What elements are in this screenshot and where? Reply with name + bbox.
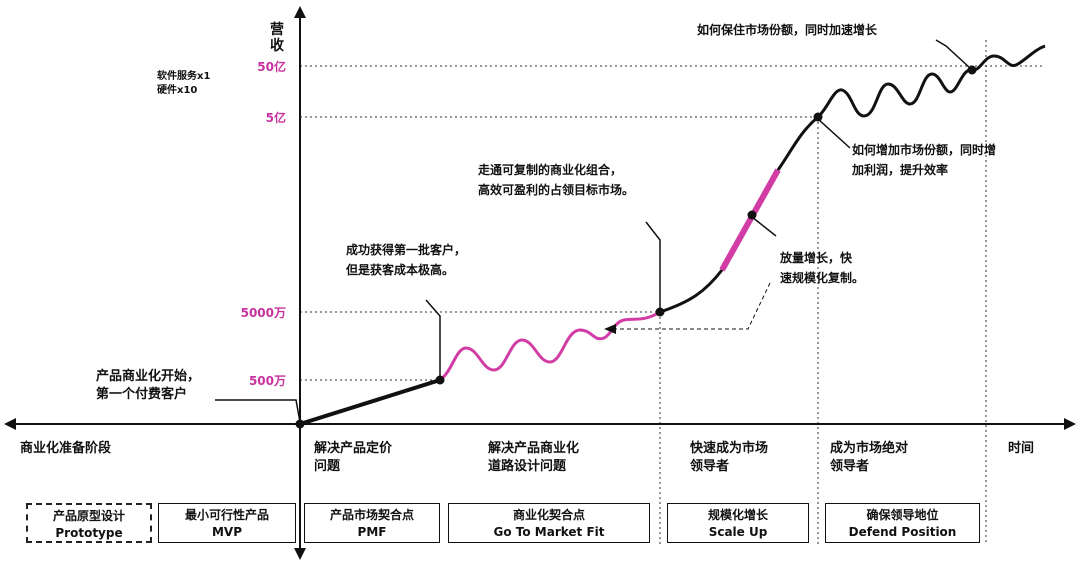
stage-pricing-line-1: 解决产品定价 <box>314 441 393 456</box>
curve-dots <box>295 65 977 429</box>
annotation-scale: 放量增长，快 速规模化复制。 <box>780 248 864 288</box>
leader-keep <box>935 39 971 69</box>
milestone-prototype-cn: 产品原型设计 <box>52 509 125 523</box>
milestone-defend-cn: 确保领导地位 <box>866 508 939 522</box>
stage-absolute-line-2: 领导者 <box>830 459 870 474</box>
annotation-first-line-1: 成功获得第一批客户， <box>346 243 467 257</box>
dot-500wan <box>435 375 445 385</box>
milestone-pmf-en: PMF <box>357 525 387 539</box>
milestone-defend: 确保领导地位 Defend Position <box>825 503 980 543</box>
annotation-scale-line-1: 放量增长，快 <box>780 251 853 265</box>
curve-segment-1 <box>299 378 441 426</box>
dot-scale <box>747 210 757 220</box>
y-axis-top-arrow <box>294 6 306 18</box>
milestone-mvp-cn: 最小可行性产品 <box>184 508 269 522</box>
milestone-mvp: 最小可行性产品 MVP <box>158 503 296 543</box>
stage-path-line-2: 道路设计问题 <box>488 459 567 474</box>
annotation-start-line-1: 产品商业化开始， <box>96 369 201 384</box>
leaders <box>215 39 971 423</box>
stage-pricing: 解决产品定价 问题 <box>314 440 392 476</box>
curve-segment-4 <box>776 115 819 171</box>
milestone-gtm-cn: 商业化契合点 <box>512 508 585 522</box>
milestone-gtm-en: Go To Market Fit <box>493 525 605 539</box>
gridlines <box>300 40 1045 545</box>
y-tick-50yi: 50亿 <box>257 60 286 74</box>
stage-leader-line-2: 领导者 <box>690 459 730 474</box>
side-note-line-2: 硬件x10 <box>157 85 198 96</box>
milestone-mvp-en: MVP <box>211 525 243 539</box>
annotation-scale-line-2: 速规模化复制。 <box>780 271 865 285</box>
milestone-scaleup: 规模化增长 Scale Up <box>667 503 809 543</box>
annotation-first-customers: 成功获得第一批客户， 但是获客成本极高。 <box>346 240 466 280</box>
milestone-prototype-en: Prototype <box>55 526 123 540</box>
y-tick-5000wan: 5000万 <box>240 306 286 320</box>
leader-start <box>215 399 301 423</box>
leader-scale <box>751 216 777 237</box>
dashed-pointer <box>612 282 771 330</box>
annotation-replicable-line-1: 走通可复制的商业化组合， <box>478 163 623 177</box>
milestone-defend-en: Defend Position <box>848 525 957 539</box>
y-tick-500wan: 500万 <box>248 374 286 388</box>
curve-segment-5 <box>816 68 973 119</box>
leader-replicable <box>645 221 661 308</box>
annotation-start-line-2: 第一个付费客户 <box>96 387 188 402</box>
stage-path-line-1: 解决产品商业化 <box>488 441 580 456</box>
annotation-replicable: 走通可复制的商业化组合， 高效可盈利的占领目标市场。 <box>478 160 634 200</box>
side-note-line-1: 软件服务x1 <box>157 71 211 82</box>
dot-5yi <box>813 112 823 122</box>
annotation-keep-share: 如何保住市场份额，同时加速增长 <box>697 23 878 37</box>
y-axis-label: 营收 <box>270 22 284 54</box>
y-axis-bottom-arrow <box>294 548 306 560</box>
side-note: 软件服务x1 硬件x10 <box>157 70 210 98</box>
leader-first <box>425 299 441 378</box>
annotation-start: 产品商业化开始， 第一个付费客户 <box>96 368 200 404</box>
stage-absolute-line-1: 成为市场绝对 <box>830 441 909 456</box>
stage-pricing-line-2: 问题 <box>314 459 341 474</box>
stage-prep: 商业化准备阶段 <box>20 440 111 458</box>
milestone-scaleup-en: Scale Up <box>708 525 768 539</box>
dot-5000wan <box>655 307 665 317</box>
milestone-gtm: 商业化契合点 Go To Market Fit <box>448 503 650 543</box>
milestone-pmf-cn: 产品市场契合点 <box>329 508 414 522</box>
curve-segment-scale <box>719 168 781 272</box>
curve-segment-6 <box>971 44 1046 72</box>
leader-increase <box>817 118 851 149</box>
annotation-increase-share: 如何增加市场份额，同时增 加利润，提升效率 <box>852 140 996 180</box>
curve-segment-2 <box>439 310 661 382</box>
annotation-increase-line-2: 加利润，提升效率 <box>852 163 949 177</box>
x-axis-right-arrow <box>1064 418 1076 430</box>
milestone-scaleup-cn: 规模化增长 <box>707 508 768 522</box>
x-axis-label: 时间 <box>1008 441 1035 456</box>
annotation-replicable-line-2: 高效可盈利的占领目标市场。 <box>478 183 635 197</box>
milestone-pmf: 产品市场契合点 PMF <box>304 503 440 543</box>
dashed-pointer-arrow <box>604 324 616 334</box>
milestone-prototype: 产品原型设计 Prototype <box>26 503 152 543</box>
annotation-first-line-2: 但是获客成本极高。 <box>346 263 455 277</box>
stage-leader-line-1: 快速成为市场 <box>690 441 769 456</box>
dot-origin <box>295 419 305 429</box>
stage-prep-line-1: 商业化准备阶段 <box>20 441 112 456</box>
annotation-increase-line-1: 如何增加市场份额，同时增 <box>852 143 997 157</box>
stage-leader: 快速成为市场 领导者 <box>690 440 768 476</box>
stage-absolute: 成为市场绝对 领导者 <box>830 440 908 476</box>
stage-path: 解决产品商业化 道路设计问题 <box>488 440 579 476</box>
y-tick-5yi: 5亿 <box>265 111 286 125</box>
curve-segment-3 <box>659 269 724 314</box>
x-axis-left-arrow <box>4 418 16 430</box>
